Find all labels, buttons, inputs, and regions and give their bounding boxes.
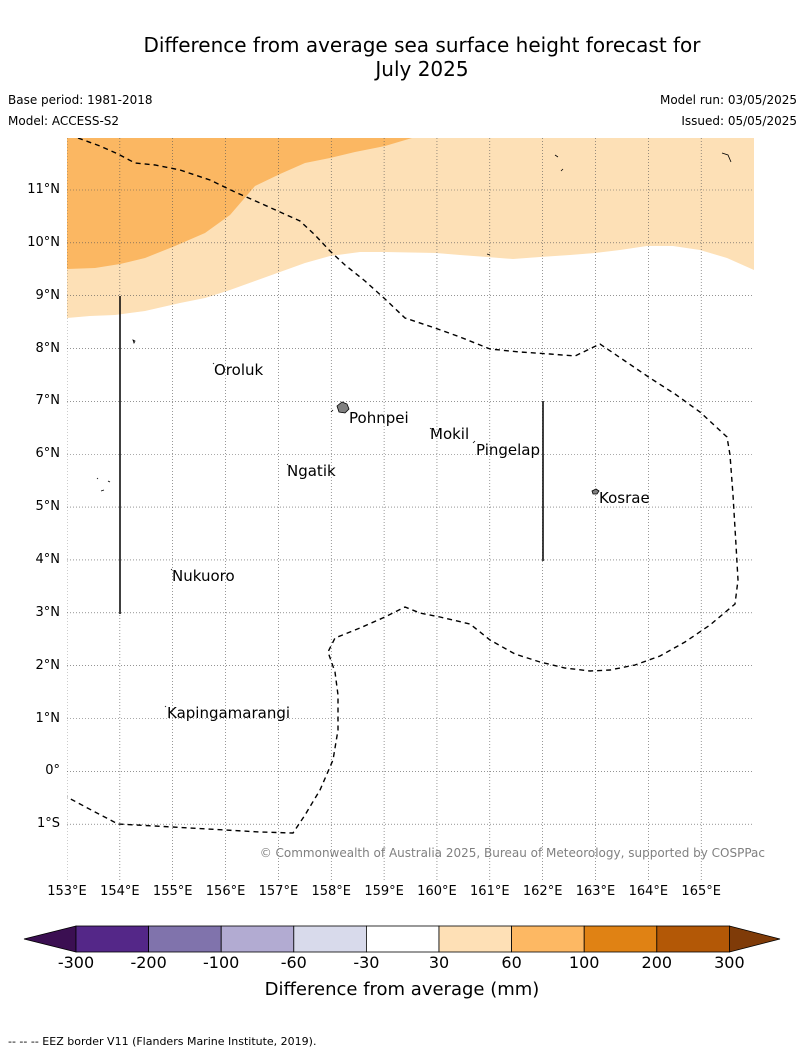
lon-tick-label: 159°E: [364, 884, 404, 899]
place-label-nukuoro: Nukuoro: [172, 567, 235, 585]
place-label-kosrae: Kosrae: [599, 489, 650, 507]
colorbar-tick-label: -300: [57, 953, 95, 972]
lat-tick-label: 8°N: [35, 340, 61, 356]
place-label-mokil: Mokil: [430, 425, 470, 443]
colorbar-tick-label: 200: [641, 953, 673, 972]
place-label-pingelap: Pingelap: [476, 441, 541, 459]
small-islets: [96, 152, 732, 708]
lon-tick-label: 162°E: [522, 884, 563, 899]
lon-tick-label: 153°E: [47, 884, 87, 899]
lon-tick-label: 161°E: [470, 884, 510, 899]
lon-tick-label: 156°E: [205, 884, 246, 899]
colorbar-tick-label: -30: [353, 953, 380, 972]
model-text: Model: ACCESS-S2: [8, 114, 120, 128]
colorbar-tick-label: -100: [203, 953, 240, 972]
kosrae-island: [591, 488, 600, 495]
lat-tick-label: 7°N: [35, 393, 61, 409]
lat-tick-label: 4°N: [35, 551, 61, 567]
lat-tick-label: 10°N: [27, 234, 60, 250]
base-period-text: Base period: 1981-2018: [8, 93, 153, 107]
lat-tick-label: 9°N: [35, 287, 61, 303]
lon-tick-label: 158°E: [311, 884, 352, 899]
lon-tick-label: 163°E: [575, 884, 616, 899]
model-run-text: Model run: 03/05/2025: [659, 93, 797, 107]
lon-tick-label: 157°E: [258, 884, 299, 899]
band-60-100-region: [67, 138, 412, 269]
lat-tick-label: 6°N: [35, 446, 61, 462]
place-label-pohnpei: Pohnpei: [349, 409, 409, 427]
eez-border-north: [67, 138, 739, 834]
colorbar-tick-label: 30: [428, 953, 450, 972]
lat-tick-label: 5°N: [35, 499, 61, 515]
place-label-ngatik: Ngatik: [287, 462, 336, 480]
place-label-oroluk: Oroluk: [214, 361, 264, 379]
eez-legend-footer: -- -- -- EEZ border V11 (Flanders Marine…: [8, 1035, 317, 1048]
lat-tick-label: 11°N: [27, 182, 60, 197]
lat-tick-label: 1°S: [36, 816, 60, 832]
lat-tick-label: 0°: [45, 763, 60, 779]
title-line-1: Difference from average sea surface heig…: [143, 33, 701, 57]
colorbar-tick-label: -200: [130, 953, 167, 972]
lon-tick-label: 164°E: [628, 884, 669, 899]
lat-tick-label: 2°N: [35, 657, 61, 673]
map-gridlines: [67, 138, 754, 880]
lon-tick-label: 155°E: [152, 884, 193, 899]
lon-tick-label: 160°E: [417, 884, 457, 899]
lon-tick-label: 154°E: [100, 884, 140, 899]
place-label-kapingamarangi: Kapingamarangi: [167, 704, 291, 722]
colorbar-tick-label: -60: [280, 953, 307, 972]
title-line-2: July 2025: [375, 57, 469, 81]
lat-tick-label: 3°N: [35, 604, 61, 620]
map-title: Difference from average sea surface heig…: [0, 33, 804, 81]
pohnpei-island: [336, 401, 350, 414]
lat-tick-label: 1°N: [35, 710, 61, 726]
colorbar-tick-label: 60: [501, 953, 522, 972]
colorbar-tick-label: 100: [568, 953, 600, 972]
issued-text: Issued: 05/05/2025: [681, 114, 797, 128]
colorbar-title: Difference from average (mm): [264, 979, 540, 1000]
lon-tick-label: 165°E: [681, 884, 721, 899]
copyright-text: © Commonwealth of Australia 2025, Bureau…: [259, 846, 765, 860]
colorbar-tick-label: 300: [714, 953, 745, 972]
